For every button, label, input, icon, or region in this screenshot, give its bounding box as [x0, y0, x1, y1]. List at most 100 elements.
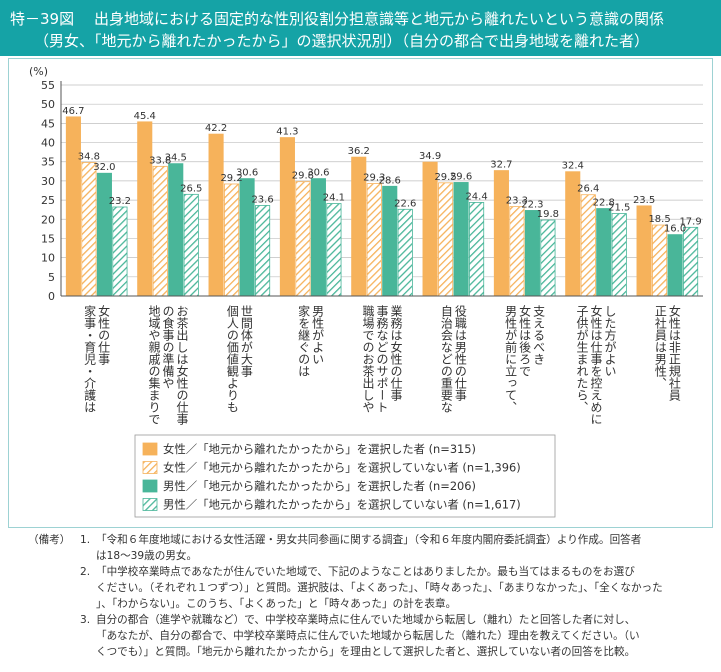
- note-line: くつでも）」と質問。「地元から離れたかったから」を理由として選択した者と、選択し…: [28, 644, 718, 660]
- legend-box: [134, 434, 556, 518]
- figure-number: 特－39図: [10, 10, 75, 28]
- data-label: 32.0: [93, 162, 115, 173]
- bar: [524, 210, 540, 297]
- note-line: 2. 「中学校卒業時点であなたが住んでいた地域で、下記のようなことはありましたか。…: [28, 564, 718, 580]
- y-tick-label: 0: [48, 290, 55, 303]
- data-label: 23.6: [251, 194, 273, 205]
- bar: [683, 226, 699, 297]
- data-label: 18.5: [648, 214, 670, 225]
- category-label: 事務などのサポート: [375, 305, 389, 413]
- data-label: 30.6: [307, 168, 329, 179]
- category-label: 女性は非正規社員: [667, 304, 681, 401]
- note-text: は18～39歳の男女。: [96, 550, 198, 562]
- legend-label: 男性／「地元から離れたかったから」を選択していない者 (n=1,617): [163, 498, 521, 512]
- note-text: 」、「わからない」。このうち、「よくあった」と「時々あった」の計を表章。: [96, 598, 457, 610]
- data-label: 21.5: [608, 203, 630, 214]
- legend-label: 女性／「地元から離れたかったから」を選択していない者 (n=1,396): [163, 461, 521, 475]
- note-tag: （備考）: [28, 534, 71, 546]
- note-number: 2.: [80, 566, 91, 578]
- note-tag: [28, 596, 80, 612]
- category-label: お茶出しは女性の仕事: [175, 305, 189, 425]
- category-label: 個人の価値観よりも: [225, 305, 239, 413]
- bar: [326, 203, 342, 297]
- note-number: 3.: [80, 614, 91, 626]
- note-tag: [28, 548, 80, 564]
- y-tick-label: 10: [41, 252, 55, 265]
- data-label: 46.7: [62, 106, 84, 117]
- note-tag: [28, 612, 80, 628]
- bar: [224, 183, 240, 297]
- data-label: 29.5: [434, 172, 456, 183]
- bar: [279, 137, 295, 297]
- data-label: 26.5: [180, 183, 202, 194]
- data-label: 29.6: [450, 171, 472, 182]
- note-tag: [28, 580, 80, 596]
- category-label: 自治会などの重要な: [439, 305, 453, 413]
- data-label: 22.3: [521, 199, 543, 210]
- data-label: 36.2: [348, 146, 370, 157]
- note-text: 「令和６年度地域における女性活躍・男女共同参画に関する調査」（令和６年度内閣府委…: [96, 534, 642, 546]
- data-label: 28.6: [379, 175, 401, 186]
- note-text: くつでも）」と質問。「地元から離れたかったから」を理由として選択した者と、選択し…: [96, 646, 636, 658]
- data-label: 24.1: [323, 193, 345, 204]
- category-label: 男性がよい: [311, 305, 325, 365]
- note-tag: [28, 564, 80, 580]
- data-label: 34.5: [165, 153, 187, 164]
- bar: [96, 172, 112, 297]
- data-label: 24.4: [465, 191, 487, 202]
- legend-swatch: [142, 461, 158, 474]
- chart-box: (%) 46.7 34.8 32.0 23.2 45.4 33.8 34.5 26.5 42.2…: [8, 58, 713, 528]
- note-number: [80, 628, 96, 644]
- category-label: 役職は男性の仕事: [453, 304, 467, 401]
- category-label: 女性は仕事を控えめに: [589, 304, 603, 425]
- data-label: 29.8: [292, 171, 314, 182]
- bar: [208, 133, 224, 297]
- bar: [295, 181, 311, 297]
- y-tick-label: 25: [41, 194, 55, 207]
- data-label: 45.4: [134, 111, 156, 122]
- category-label: した方がよい: [603, 305, 617, 377]
- note-text: ください。（それぞれ１つずつ）」と質問。選択肢は、「よくあった」、「時々あった」…: [96, 582, 663, 594]
- bar: [112, 206, 128, 297]
- data-label: 32.4: [562, 161, 584, 172]
- y-tick-label: 40: [41, 137, 55, 150]
- bar: [81, 162, 97, 297]
- data-label: 34.8: [78, 151, 100, 162]
- bar: [438, 182, 454, 297]
- data-label: 41.3: [276, 127, 298, 138]
- bar: [469, 201, 485, 297]
- note-number: [80, 596, 96, 612]
- y-tick-label: 50: [41, 98, 55, 111]
- note-number: 1.: [80, 534, 91, 546]
- bar: [509, 206, 525, 297]
- note-text: 自分の都合（進学や就職など）で、中学校卒業時点に住んでいた地域から転居し（離れ）…: [96, 614, 636, 626]
- category-label: 家を継ぐのは: [297, 304, 311, 377]
- bar: [183, 193, 199, 297]
- note-text: 「あなたが、自分の都合で、中学校卒業時点に住んでいた地域から転居した（離れた）理…: [96, 630, 640, 642]
- category-label: 支えるべき: [532, 305, 546, 365]
- title-line-2: （男女、「地元から離れたかったから」の選択状況別）（自分の都合で出身地域を離れた…: [34, 32, 650, 50]
- bar: [611, 213, 627, 297]
- note-line: （備考） 1. 「令和６年度地域における女性活躍・男女共同参画に関する調査」（令和６…: [28, 532, 718, 548]
- category-label: 男性が前に立って、: [504, 305, 518, 413]
- note-number: [80, 580, 96, 596]
- y-tick-label: 5: [48, 271, 55, 284]
- y-tick-label: 55: [41, 79, 55, 92]
- note-line: ください。（それぞれ１つずつ）」と質問。選択肢は、「よくあった」、「時々あった」…: [28, 580, 718, 596]
- category-label: 正社員は男性、: [653, 305, 667, 389]
- note-tag: [28, 628, 80, 644]
- legend-swatch: [142, 442, 158, 456]
- bar: [596, 208, 612, 297]
- legend-label: 男性／「地元から離れたかったから」を選択した者 (n=206): [163, 479, 476, 493]
- y-tick-label: 45: [41, 117, 55, 130]
- y-tick-label: 15: [41, 232, 55, 245]
- bar: [667, 234, 683, 297]
- note-line: 3. 自分の都合（進学や就職など）で、中学校卒業時点に住んでいた地域から転居し（離…: [28, 612, 718, 628]
- data-label: 23.3: [506, 196, 528, 207]
- note-line: 」、「わからない」。このうち、「よくあった」と「時々あった」の計を表章。: [28, 596, 718, 612]
- legend-label: 女性／「地元から離れたかったから」を選択した者 (n=315): [163, 442, 476, 456]
- category-label: 世間体が大事: [239, 305, 253, 377]
- data-label: 17.9: [679, 216, 701, 227]
- note-number: [80, 548, 96, 564]
- note-tag: [28, 644, 80, 660]
